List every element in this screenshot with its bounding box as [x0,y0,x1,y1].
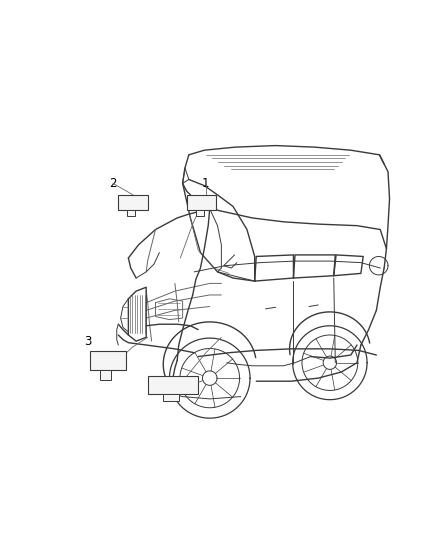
Text: 2: 2 [109,177,117,190]
Bar [187,195,216,210]
Polygon shape [163,393,179,401]
Bar [148,376,198,393]
Polygon shape [127,210,134,216]
Text: 4: 4 [167,389,175,401]
Text: 3: 3 [85,335,92,348]
Polygon shape [196,210,204,216]
Bar [118,195,148,210]
Polygon shape [100,370,110,379]
Text: 1: 1 [202,177,210,190]
Bar [90,351,126,370]
